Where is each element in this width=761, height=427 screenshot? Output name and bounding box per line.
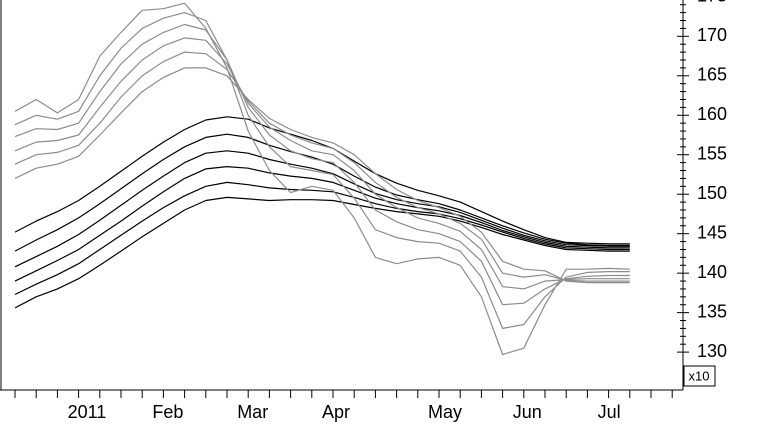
- y-tick-label: 165: [697, 65, 727, 85]
- x-tick-label: 2011: [68, 402, 107, 422]
- y-tick-label: 130: [697, 341, 727, 361]
- x-tick-label: Jul: [598, 402, 621, 422]
- series-line: [14, 23, 630, 306]
- y-tick-label: 145: [697, 222, 727, 242]
- y-tick-label: 170: [697, 25, 727, 45]
- scale-annotation: x10: [689, 368, 710, 383]
- scale-box: [683, 365, 716, 387]
- series-line: [14, 2, 630, 356]
- y-tick-label: 155: [697, 143, 727, 163]
- series-line: [14, 116, 630, 245]
- y-tick-label: 150: [697, 183, 727, 203]
- series-line: [14, 181, 630, 296]
- y-tick-label: 140: [697, 262, 727, 282]
- y-tick-label: 160: [697, 104, 727, 124]
- series-line: [14, 150, 630, 268]
- x-tick-label: May: [428, 402, 462, 422]
- x-tick-label: Mar: [237, 402, 268, 422]
- series-line: [14, 133, 630, 252]
- x-tick-label: Apr: [322, 402, 350, 422]
- series-line: [14, 51, 630, 282]
- series-line: [14, 196, 630, 309]
- x-tick-label: Jun: [513, 402, 542, 422]
- series-line: [14, 12, 630, 329]
- y-tick-label: 175: [697, 0, 727, 6]
- y-tick-label: 135: [697, 301, 727, 321]
- series-line: [14, 166, 630, 282]
- series-line: [14, 37, 630, 290]
- x-tick-label: Feb: [152, 402, 183, 422]
- series-line: [14, 67, 630, 284]
